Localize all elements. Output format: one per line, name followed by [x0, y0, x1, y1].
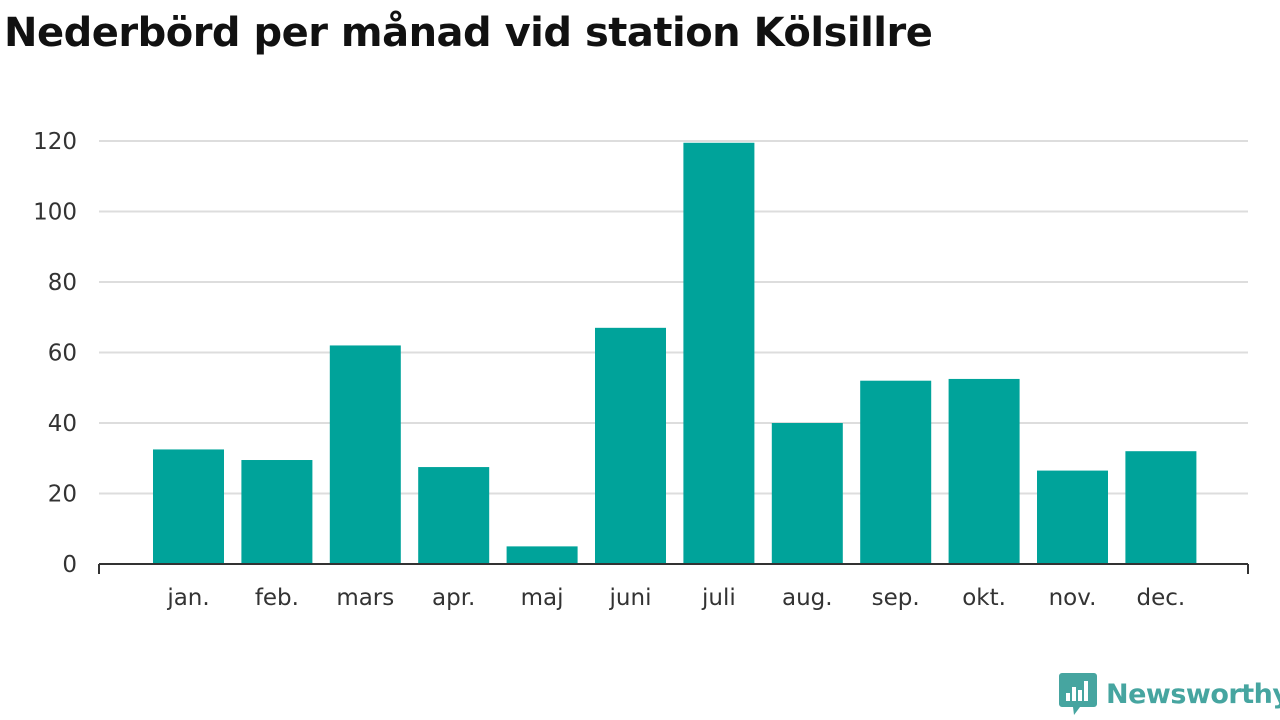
y-tick-label: 100	[33, 200, 77, 226]
chart-title: Nederbörd per månad vid station Kölsillr…	[4, 10, 933, 56]
y-tick-label: 40	[48, 411, 77, 437]
bar-11	[1125, 451, 1197, 564]
x-tick-label: feb.	[255, 585, 299, 611]
bar-10	[1037, 470, 1108, 564]
bar-7	[771, 423, 843, 564]
x-tick-label: jan.	[166, 585, 209, 611]
bar-2	[329, 345, 401, 564]
x-tick-label: dec.	[1137, 585, 1186, 611]
x-tick-label: juni	[609, 585, 652, 611]
x-tick-label: apr.	[432, 585, 475, 611]
x-tick-label: maj	[521, 585, 564, 611]
bar-5	[595, 327, 666, 564]
y-tick-label: 0	[62, 552, 77, 578]
bar-9	[948, 378, 1020, 564]
x-tick-label: aug.	[782, 585, 833, 611]
x-tick-label: juli	[701, 585, 736, 611]
logo-text: Newsworthy	[1106, 678, 1280, 710]
y-tick-label: 60	[48, 341, 77, 367]
newsworthy-logo: Newsworthy	[1058, 670, 1280, 718]
newsworthy-logo-icon	[1059, 673, 1097, 715]
y-tick-label: 120	[33, 129, 77, 155]
x-tick-label: mars	[336, 585, 394, 611]
bar-3	[418, 467, 490, 564]
bar-0	[153, 449, 224, 564]
y-tick-label: 20	[48, 482, 77, 508]
x-tick-label: okt.	[962, 585, 1006, 611]
y-tick-label: 80	[48, 270, 77, 296]
x-tick-label: sep.	[872, 585, 920, 611]
bar-8	[860, 380, 932, 564]
bar-1	[241, 460, 313, 564]
bar-4	[506, 546, 578, 564]
x-tick-label: nov.	[1049, 585, 1097, 611]
bar-6	[683, 142, 755, 564]
